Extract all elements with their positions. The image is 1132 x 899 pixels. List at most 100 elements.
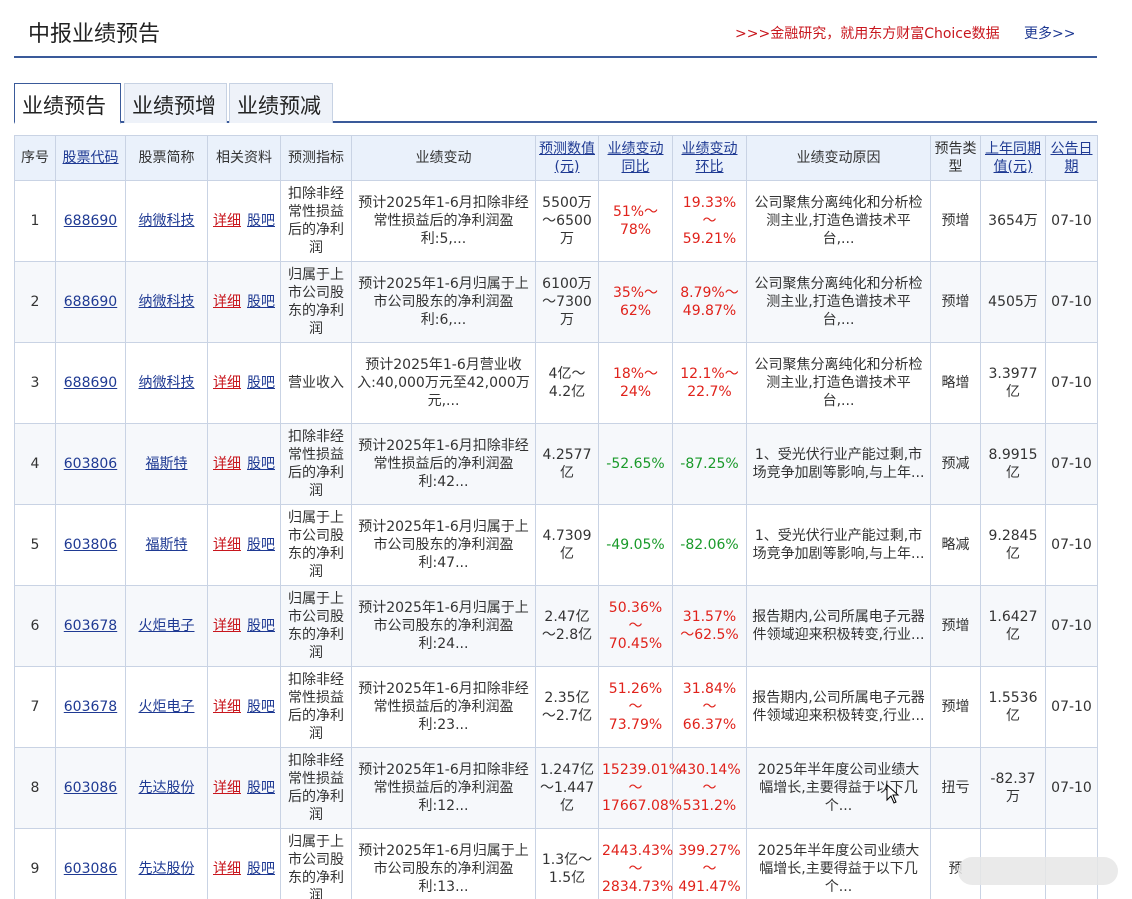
row-seq: 9 [14, 828, 56, 899]
row-reason: 公司聚焦分离纯化和分析检测主业,打造色谱技术平台,... [746, 180, 931, 262]
stock-code-link[interactable]: 688690 [63, 375, 118, 391]
stock-name-link[interactable]: 纳微科技 [138, 294, 195, 310]
table-row: 2 688690 纳微科技 详细 股吧 归属于上市公司股东的净利润 预计2025年1-6月归… [14, 261, 1098, 343]
col-header-qoq[interactable]: 业绩变动环比 [672, 135, 747, 181]
sort-yoy-link[interactable]: 业绩变动同比 [607, 141, 664, 175]
row-code-cell: 688690 [55, 261, 126, 343]
row-change: 预计2025年1-6月营业收入:40,000万元至42,000万元,... [351, 342, 536, 424]
row-seq: 6 [14, 585, 56, 667]
stock-name-link[interactable]: 纳微科技 [138, 375, 195, 391]
row-change: 预计2025年1-6月归属于上市公司股东的净利润盈利:47... [351, 504, 536, 586]
row-forecast: 5500万～6500万 [535, 180, 599, 262]
forum-link[interactable]: 股吧 [247, 294, 275, 310]
col-header-change: 业绩变动 [351, 135, 536, 181]
stock-code-link[interactable]: 603678 [63, 618, 118, 634]
row-change: 预计2025年1-6月扣除非经常性损益后的净利润盈利:5,... [351, 180, 536, 262]
detail-link[interactable]: 详细 [213, 537, 241, 553]
stock-code-link[interactable]: 603806 [63, 537, 118, 553]
row-name-cell: 火炬电子 [125, 666, 208, 748]
row-date: 07-10 [1045, 423, 1098, 505]
forum-link[interactable]: 股吧 [247, 537, 275, 553]
row-yoy: 35%～62% [598, 261, 673, 343]
row-type: 预 [930, 828, 981, 899]
row-last-year [980, 828, 1046, 899]
detail-link[interactable]: 详细 [213, 375, 241, 391]
row-name-cell: 纳微科技 [125, 261, 208, 343]
forum-link[interactable]: 股吧 [247, 780, 275, 796]
tab-forecast-decrease[interactable]: 业绩预减 [229, 83, 333, 123]
col-header-last-year[interactable]: 上年同期值(元) [980, 135, 1046, 181]
row-indicator: 扣除非经常性损益后的净利润 [280, 423, 352, 505]
row-last-year: -82.37万 [980, 747, 1046, 829]
forum-link[interactable]: 股吧 [247, 213, 275, 229]
row-qoq: 31.84%～66.37% [672, 666, 747, 748]
col-header-forecast[interactable]: 预测数值(元) [535, 135, 599, 181]
row-reason: 1、受光伏行业产能过剩,市场竞争加剧等影响,与上年... [746, 504, 931, 586]
stock-code-link[interactable]: 603086 [63, 861, 118, 877]
forum-link[interactable]: 股吧 [247, 699, 275, 715]
row-code-cell: 603678 [55, 666, 126, 748]
row-code-cell: 603086 [55, 828, 126, 899]
row-qoq: 430.14%～531.2% [672, 747, 747, 829]
detail-link[interactable]: 详细 [213, 699, 241, 715]
row-qoq: -87.25% [672, 423, 747, 505]
stock-name-link[interactable]: 先达股份 [138, 780, 195, 796]
row-indicator: 归属于上市公司股东的净利润 [280, 585, 352, 667]
row-code-cell: 603806 [55, 423, 126, 505]
stock-code-link[interactable]: 603806 [63, 456, 118, 472]
col-header-date[interactable]: 公告日期 [1045, 135, 1098, 181]
detail-link[interactable]: 详细 [213, 213, 241, 229]
sort-qoq-link[interactable]: 业绩变动环比 [681, 141, 738, 175]
stock-code-link[interactable]: 603086 [63, 780, 118, 796]
stock-code-link[interactable]: 603678 [63, 699, 118, 715]
row-yoy: 18%～24% [598, 342, 673, 424]
stock-name-link[interactable]: 福斯特 [145, 537, 188, 553]
sort-forecast-link[interactable]: 预测数值(元) [539, 141, 595, 175]
stock-name-link[interactable]: 火炬电子 [138, 699, 195, 715]
row-forecast: 4亿～4.2亿 [535, 342, 599, 424]
detail-link[interactable]: 详细 [213, 780, 241, 796]
row-reason: 报告期内,公司所属电子元器件领域迎来积极转变,行业... [746, 585, 931, 667]
row-type: 略增 [930, 342, 981, 424]
row-indicator: 归属于上市公司股东的净利润 [280, 261, 352, 343]
sort-date-link[interactable]: 公告日期 [1050, 141, 1093, 175]
row-date [1045, 828, 1098, 899]
row-type: 略减 [930, 504, 981, 586]
forum-link[interactable]: 股吧 [247, 456, 275, 472]
forum-link[interactable]: 股吧 [247, 861, 275, 877]
col-header-yoy[interactable]: 业绩变动同比 [598, 135, 673, 181]
row-seq: 1 [14, 180, 56, 262]
detail-link[interactable]: 详细 [213, 861, 241, 877]
row-last-year: 4505万 [980, 261, 1046, 343]
stock-name-link[interactable]: 先达股份 [138, 861, 195, 877]
stock-code-link[interactable]: 688690 [63, 213, 118, 229]
row-type: 扭亏 [930, 747, 981, 829]
row-seq: 5 [14, 504, 56, 586]
row-type: 预增 [930, 261, 981, 343]
row-date: 07-10 [1045, 342, 1098, 424]
stock-name-link[interactable]: 纳微科技 [138, 213, 195, 229]
row-change: 预计2025年1-6月归属于上市公司股东的净利润盈利:13... [351, 828, 536, 899]
stock-code-link[interactable]: 688690 [63, 294, 118, 310]
forum-link[interactable]: 股吧 [247, 618, 275, 634]
more-link[interactable]: 更多>> [1024, 26, 1076, 42]
row-qoq: 12.1%～22.7% [672, 342, 747, 424]
detail-link[interactable]: 详细 [213, 294, 241, 310]
col-header-code[interactable]: 股票代码 [55, 135, 126, 181]
row-qoq: -82.06% [672, 504, 747, 586]
row-indicator: 扣除非经常性损益后的净利润 [280, 747, 352, 829]
stock-name-link[interactable]: 福斯特 [145, 456, 188, 472]
tab-forecast[interactable]: 业绩预告 [14, 83, 121, 124]
stock-name-link[interactable]: 火炬电子 [138, 618, 195, 634]
row-type: 预增 [930, 180, 981, 262]
row-date: 07-10 [1045, 180, 1098, 262]
forum-link[interactable]: 股吧 [247, 375, 275, 391]
choice-promo-link[interactable]: >>>金融研究，就用东方财富Choice数据 [735, 26, 1000, 42]
detail-link[interactable]: 详细 [213, 456, 241, 472]
tab-forecast-increase[interactable]: 业绩预增 [124, 83, 227, 123]
sort-last-year-link[interactable]: 上年同期值(元) [985, 141, 1041, 175]
detail-link[interactable]: 详细 [213, 618, 241, 634]
row-qoq: 8.79%～49.87% [672, 261, 747, 343]
row-type: 预增 [930, 666, 981, 748]
sort-code-link[interactable]: 股票代码 [62, 150, 119, 166]
